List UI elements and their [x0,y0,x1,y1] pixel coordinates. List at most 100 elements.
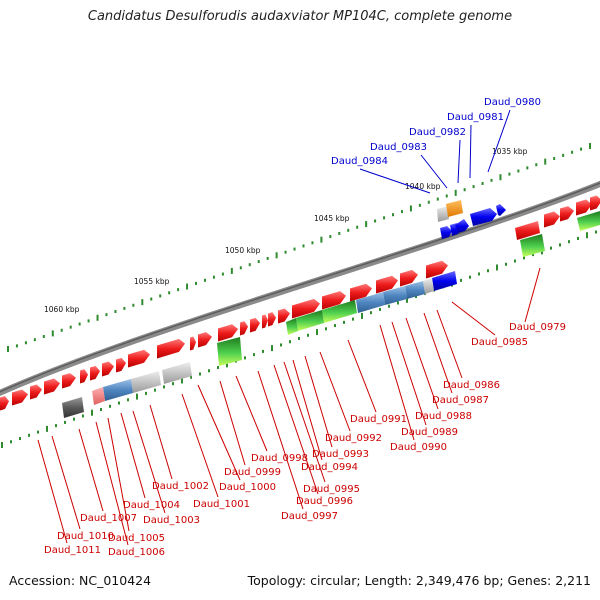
gene-label-red[interactable]: Daud_0999 [224,467,281,478]
cds-arrow-red[interactable] [576,199,592,216]
cds-arrow-blue[interactable] [455,219,469,233]
cds-block-blue[interactable] [432,271,457,291]
cds-arrow-blue[interactable] [440,226,452,239]
gene-label-blue[interactable]: Daud_0982 [409,127,466,138]
scale-tick-minor [114,310,117,314]
cds-block-pink[interactable] [92,387,105,405]
cds-block-grey[interactable] [437,206,449,222]
scale-tick-minor [145,391,147,395]
gene-label-red[interactable]: Daud_1003 [143,515,200,526]
cds-arrow-red[interactable] [190,336,196,351]
cds-block-grey[interactable] [131,371,161,393]
cds-block-steel[interactable] [383,286,407,305]
cds-arrow-red[interactable] [376,275,398,294]
gene-label-red[interactable]: Daud_1005 [108,533,165,544]
cds-block-green[interactable] [296,310,324,331]
gene-label-blue[interactable]: Daud_0983 [370,142,427,153]
cds-block-steel[interactable] [356,292,385,313]
gene-label-blue[interactable]: Daud_0984 [331,156,388,167]
gene-label-red[interactable]: Daud_1004 [123,500,180,511]
scale-tick-major [406,296,408,303]
gene-label-red[interactable]: Daud_0990 [390,442,447,453]
gene-label-red[interactable]: Daud_0991 [350,414,407,425]
scale-tick-minor [343,320,345,324]
gene-label-red[interactable]: Daud_1006 [108,547,165,558]
gene-label-red[interactable]: Daud_0994 [301,462,358,473]
cds-arrow-red[interactable] [292,298,320,319]
gene-label-red[interactable]: Daud_0997 [281,511,338,522]
gene-label-red[interactable]: Daud_1002 [152,481,209,492]
scale-tick-minor [195,281,198,285]
gene-label-blue[interactable]: Daud_0980 [484,97,541,108]
cds-arrow-red[interactable] [250,317,260,333]
scale-tick-major [454,189,457,196]
cds-arrow-red[interactable] [157,338,185,359]
gene-label-red[interactable]: Daud_1001 [193,499,250,510]
scale-tick-minor [87,319,90,323]
gene-label-red[interactable]: Daud_0998 [251,453,308,464]
scale-tick-minor [517,169,520,173]
gene-label-red[interactable]: Daud_0986 [443,380,500,391]
cds-arrow-red[interactable] [560,206,574,222]
leader-line [457,139,461,184]
scale-tick-minor [37,430,39,434]
scale-tick-major [365,221,368,228]
scale-tick-minor [132,303,135,307]
cds-arrow-blue[interactable] [470,208,497,226]
scale-tick-major [499,174,502,181]
cds-arrow-red[interactable] [268,312,276,327]
cds-block-green[interactable] [286,318,298,335]
scale-tick-minor [463,188,466,192]
cds-arrow-red[interactable] [30,384,42,400]
cds-arrow-red[interactable] [102,361,114,377]
cds-arrow-red[interactable] [400,269,418,287]
cds-arrow-red[interactable] [350,283,372,302]
cds-arrow-red[interactable] [116,357,126,373]
leader-line [273,364,319,495]
cds-arrow-red[interactable] [544,211,560,228]
cds-arrow-red[interactable] [62,373,76,389]
cds-block-green[interactable] [577,211,600,231]
gene-label-red[interactable]: Daud_0988 [415,411,472,422]
cds-arrow-red[interactable] [278,308,290,324]
leader-line [197,384,241,481]
cds-arrow-red[interactable] [322,291,346,310]
cds-arrow-red[interactable] [240,321,248,336]
gene-label-red[interactable]: Daud_0995 [303,484,360,495]
gene-label-red[interactable]: Daud_1007 [80,513,137,524]
cds-block-grey[interactable] [162,362,192,384]
cds-arrow-red[interactable] [426,260,448,279]
cds-block-green[interactable] [322,300,357,323]
cds-block-orange[interactable] [446,200,463,217]
cds-block-steel[interactable] [103,379,133,401]
gene-label-red[interactable]: Daud_1010 [57,531,114,542]
cds-arrow-blue[interactable] [496,204,506,216]
cds-arrow-red[interactable] [80,369,88,384]
top-cluster-cds [437,200,506,239]
gene-label-red[interactable]: Daud_1011 [44,545,101,556]
gene-label-red[interactable]: Daud_0985 [471,337,528,348]
cds-block-grey[interactable] [423,278,434,294]
gene-label-red[interactable]: Daud_0993 [312,449,369,460]
gene-label-red[interactable]: Daud_1000 [219,482,276,493]
cds-arrow-red[interactable] [198,332,212,348]
cds-block-red[interactable] [515,221,540,240]
cds-block-green[interactable] [217,337,242,366]
cds-arrow-red[interactable] [262,314,268,329]
cds-arrow-red[interactable] [590,195,600,211]
cds-arrow-red[interactable] [44,378,60,395]
gene-label-red[interactable]: Daud_0979 [509,322,566,333]
cds-arrow-red[interactable] [12,389,28,406]
cds-arrow-red[interactable] [218,324,238,342]
cds-arrow-red[interactable] [0,396,9,411]
cds-arrow-red[interactable] [128,349,150,368]
cds-block-green[interactable] [520,234,545,257]
gene-label-red[interactable]: Daud_0992 [325,433,382,444]
cds-block-dark[interactable] [62,397,84,418]
gene-label-red[interactable]: Daud_0987 [432,395,489,406]
gene-label-red[interactable]: Daud_0996 [296,496,353,507]
gene-label-blue[interactable]: Daud_0981 [447,112,504,123]
cds-block-steel[interactable] [405,281,425,299]
cds-arrow-red[interactable] [90,365,100,381]
gene-label-red[interactable]: Daud_0989 [401,427,458,438]
